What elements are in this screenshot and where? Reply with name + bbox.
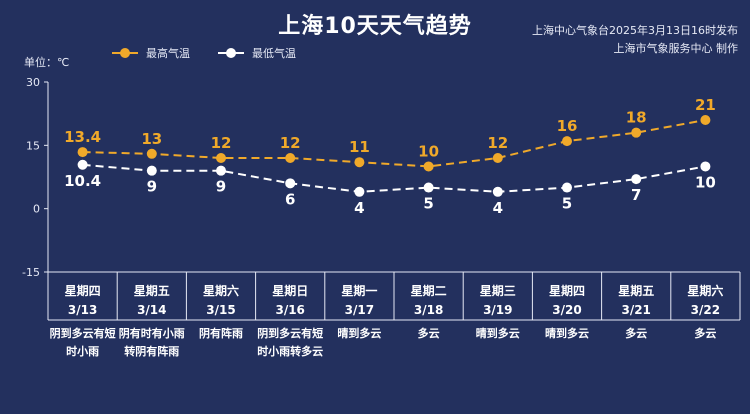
- chart-title: 上海10天天气趋势: [278, 14, 472, 39]
- data-label-low: 7: [631, 186, 641, 204]
- weekday-label: 星期二: [411, 283, 447, 298]
- weather-description: 阴到多云有短时小雨转多云: [257, 326, 323, 358]
- data-point-low: [77, 159, 88, 170]
- data-label-low: 9: [147, 178, 157, 196]
- legend-marker-1: [226, 48, 236, 58]
- weekday-label: 星期五: [618, 283, 654, 298]
- date-label: 3/19: [483, 303, 512, 317]
- weekday-label: 星期日: [272, 283, 308, 298]
- data-point-high: [700, 115, 711, 125]
- data-point-high: [562, 136, 572, 147]
- y-tick-label: 0: [33, 203, 40, 216]
- data-label-low: 5: [562, 195, 572, 213]
- data-point-low: [423, 182, 434, 193]
- data-point-high: [216, 153, 226, 163]
- weather-description: 晴到多云: [476, 326, 520, 340]
- data-point-low: [216, 165, 226, 176]
- weather-description: 多云: [418, 326, 440, 340]
- data-label-low: 4: [354, 199, 364, 217]
- series-line-low: [82, 163, 706, 193]
- weekday-label: 星期四: [549, 283, 585, 298]
- data-label-low: 5: [423, 195, 433, 213]
- legend-label-1: 最低气温: [252, 46, 296, 60]
- date-label: 3/14: [137, 303, 166, 317]
- data-point-high: [423, 161, 434, 172]
- data-label-high: 16: [557, 117, 578, 135]
- data-point-low: [146, 165, 157, 176]
- date-label: 3/18: [414, 303, 443, 317]
- date-label: 3/20: [552, 303, 581, 317]
- data-label-high: 12: [487, 134, 508, 152]
- weekday-label: 星期六: [687, 283, 723, 298]
- date-label: 3/15: [206, 303, 235, 317]
- y-tick-label: -15: [22, 266, 40, 279]
- data-label-high: 10: [418, 142, 439, 160]
- data-point-high: [492, 153, 503, 163]
- weather-description: 晴到多云: [337, 326, 381, 340]
- series-line-high: [82, 119, 706, 168]
- legend-marker-0: [120, 48, 130, 58]
- weather-description: 阴有时有小雨转阴有阵雨: [119, 326, 185, 358]
- weather-description: 阴到多云有短时小雨: [50, 326, 116, 358]
- data-point-low: [700, 161, 711, 172]
- data-point-high: [77, 147, 88, 158]
- data-label-high: 11: [349, 138, 370, 156]
- date-label: 3/13: [68, 303, 97, 317]
- data-label-high: 13: [141, 130, 162, 148]
- legend-label-0: 最高气温: [146, 46, 190, 60]
- weekday-label: 星期六: [203, 283, 239, 298]
- data-label-high: 18: [626, 109, 647, 127]
- y-axis-unit-label: 单位：℃: [24, 55, 69, 69]
- data-point-low: [492, 186, 503, 197]
- data-label-high: 12: [280, 134, 301, 152]
- date-label: 3/17: [345, 303, 374, 317]
- weekday-label: 星期三: [480, 283, 516, 298]
- data-point-low: [631, 174, 642, 185]
- y-tick-label: 15: [26, 139, 40, 152]
- data-point-high: [285, 153, 296, 163]
- data-point-high: [631, 127, 642, 138]
- producer-text: 上海市气象服务中心 制作: [613, 42, 739, 55]
- data-point-high: [354, 157, 365, 168]
- weekday-label: 星期四: [65, 283, 101, 298]
- weekday-label: 星期一: [341, 283, 377, 298]
- data-point-low: [562, 182, 572, 193]
- data-label-low: 10: [695, 173, 716, 191]
- data-point-low: [285, 178, 296, 189]
- data-label-high: 12: [211, 134, 232, 152]
- data-label-low: 9: [216, 178, 226, 196]
- data-label-high: 21: [695, 96, 716, 114]
- date-label: 3/22: [691, 303, 720, 317]
- issuer-text: 上海中心气象台2025年3月13日16时发布: [532, 24, 738, 37]
- weather-description: 阴有阵雨: [199, 326, 243, 340]
- weekday-label: 星期五: [134, 283, 170, 298]
- y-tick-label: 30: [26, 76, 40, 89]
- data-point-low: [354, 186, 365, 197]
- data-label-low: 10.4: [64, 172, 101, 190]
- weather-description: 晴到多云: [545, 326, 589, 340]
- date-label: 3/21: [621, 303, 650, 317]
- data-point-high: [146, 148, 157, 159]
- data-label-low: 4: [493, 199, 503, 217]
- date-label: 3/16: [275, 303, 304, 317]
- weather-description: 多云: [625, 326, 647, 340]
- data-label-low: 6: [285, 190, 295, 208]
- data-label-high: 13.4: [64, 128, 101, 146]
- weather-description: 多云: [694, 326, 716, 340]
